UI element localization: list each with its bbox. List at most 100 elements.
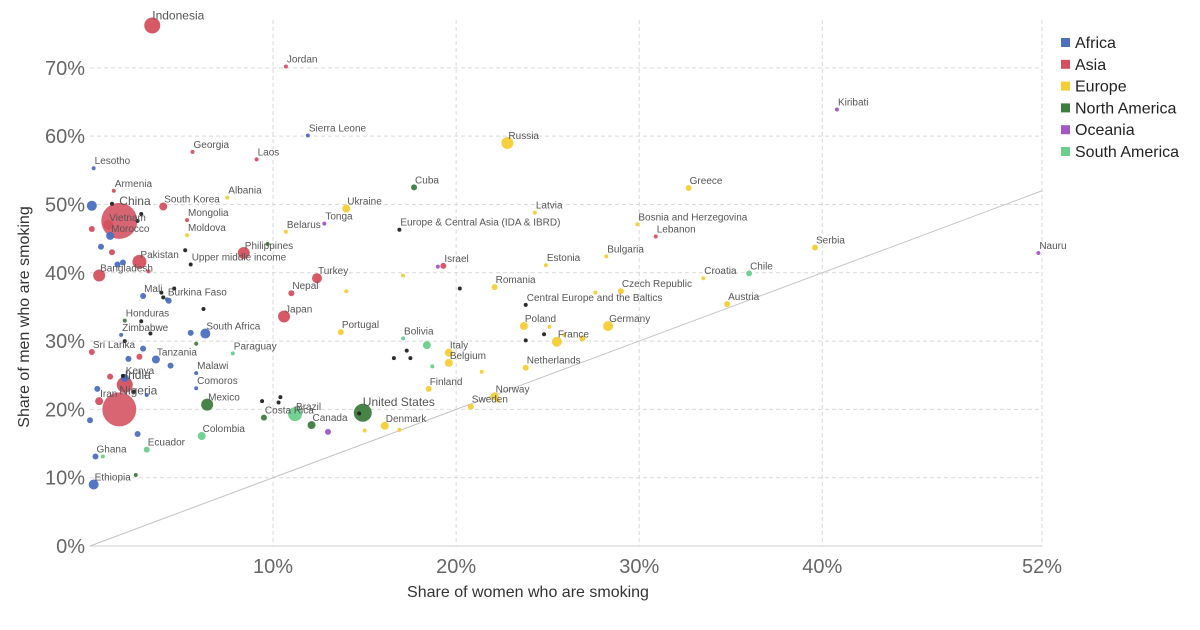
point-costa-rica xyxy=(260,414,267,421)
data-point xyxy=(131,389,136,394)
point-croatia xyxy=(701,276,706,281)
data-point xyxy=(404,348,409,353)
point-label: Honduras xyxy=(126,309,169,320)
point-france xyxy=(551,336,562,347)
point-nauru xyxy=(1036,250,1041,255)
point-label: Vietnam xyxy=(109,213,146,224)
data-point xyxy=(122,339,127,344)
point-label: Greece xyxy=(690,176,723,187)
point-label: Colombia xyxy=(203,424,246,435)
point-label: Kenya xyxy=(126,366,155,377)
legend-swatch xyxy=(1061,38,1070,47)
point-label: Sweden xyxy=(472,395,508,406)
point-belarus xyxy=(283,229,288,234)
point-label: India xyxy=(125,368,151,382)
point-label: Germany xyxy=(609,314,650,325)
point-label: Ukraine xyxy=(347,197,382,208)
point-upper-middle-income xyxy=(188,262,193,267)
point-label: Denmark xyxy=(386,414,428,425)
point-estonia xyxy=(543,263,548,268)
point-lesotho xyxy=(91,166,96,171)
point-label: Sierra Leone xyxy=(309,123,367,134)
point-morocco xyxy=(106,231,115,240)
point-label: Comoros xyxy=(197,376,238,387)
point-label: Pakistan xyxy=(140,250,178,261)
data-point xyxy=(135,218,140,223)
data-point xyxy=(172,286,177,291)
point-label: Netherlands xyxy=(527,356,581,367)
data-point xyxy=(109,201,114,206)
point-iran xyxy=(95,397,104,406)
y-tick-label: 10% xyxy=(45,468,85,490)
point-label: Bolivia xyxy=(404,326,434,337)
point-serbia xyxy=(811,244,818,251)
point-south-africa xyxy=(200,328,211,339)
data-point xyxy=(547,324,552,329)
point-czech-republic xyxy=(617,288,624,295)
data-point xyxy=(133,472,138,477)
data-point xyxy=(194,341,199,346)
point-burkina-faso xyxy=(164,297,169,302)
legend-item-label: South America xyxy=(1075,144,1179,161)
point-bangladesh xyxy=(93,269,106,282)
legend-swatch xyxy=(1061,81,1070,91)
point-laos xyxy=(254,157,259,162)
point-label: Brazil xyxy=(296,402,321,413)
point-label: Tonga xyxy=(325,212,353,223)
legend-item-label: Africa xyxy=(1075,35,1116,52)
point-label: Burkina Faso xyxy=(168,287,227,298)
data-point xyxy=(201,306,206,311)
point-label: Bulgaria xyxy=(607,244,644,255)
data-point xyxy=(148,331,153,336)
point-ecuador xyxy=(143,446,150,453)
y-axis-ticks: 0% 10% 20% 30% 40% 50% 60% 70% xyxy=(45,58,85,558)
point-label: Ecuador xyxy=(148,438,186,449)
point-mongolia xyxy=(185,218,190,223)
data-points xyxy=(86,17,1041,490)
point-label: Philippines xyxy=(245,241,293,252)
data-point xyxy=(136,353,143,360)
x-tick-label: 52% xyxy=(1022,556,1062,578)
point-label: Cuba xyxy=(415,175,439,186)
legend-swatch xyxy=(1061,147,1070,156)
point-bulgaria xyxy=(604,254,609,259)
point-russia xyxy=(501,136,514,149)
point-label: Zimbabwe xyxy=(122,323,169,334)
point-pakistan xyxy=(132,254,147,269)
point-label: Bangladesh xyxy=(100,263,153,274)
point-label: Serbia xyxy=(816,235,845,246)
legend-item-label: Europe xyxy=(1075,79,1127,96)
data-point xyxy=(562,332,567,337)
data-point xyxy=(146,269,151,274)
data-point xyxy=(278,395,283,400)
data-point xyxy=(94,385,101,392)
point-label: Ethiopia xyxy=(95,473,132,484)
point-canada xyxy=(307,421,316,430)
data-point xyxy=(108,249,115,256)
data-point xyxy=(159,290,164,295)
point-honduras xyxy=(122,318,127,323)
point-label: Morocco xyxy=(111,224,150,235)
point-comoros xyxy=(194,386,199,391)
point-romania xyxy=(491,284,498,291)
data-point xyxy=(161,295,166,300)
point-kiribati xyxy=(834,107,839,112)
data-point xyxy=(139,319,144,324)
point-label: Estonia xyxy=(547,253,581,264)
reference-line xyxy=(89,190,1043,547)
point-netherlands xyxy=(522,364,529,371)
point-tonga xyxy=(322,221,327,226)
point-ghana xyxy=(92,453,99,460)
point-ethiopia xyxy=(88,479,99,490)
point-malawi xyxy=(194,371,199,376)
data-point xyxy=(140,345,147,352)
point-label: Mali xyxy=(144,284,162,295)
point-sri-lanka xyxy=(88,348,95,355)
data-point xyxy=(357,411,362,416)
data-point xyxy=(139,212,144,217)
point-label: Lesotho xyxy=(95,156,131,167)
point-mexico xyxy=(201,398,214,411)
data-point xyxy=(97,243,104,250)
point-zimbabwe xyxy=(119,332,124,337)
point-moldova xyxy=(185,233,190,238)
